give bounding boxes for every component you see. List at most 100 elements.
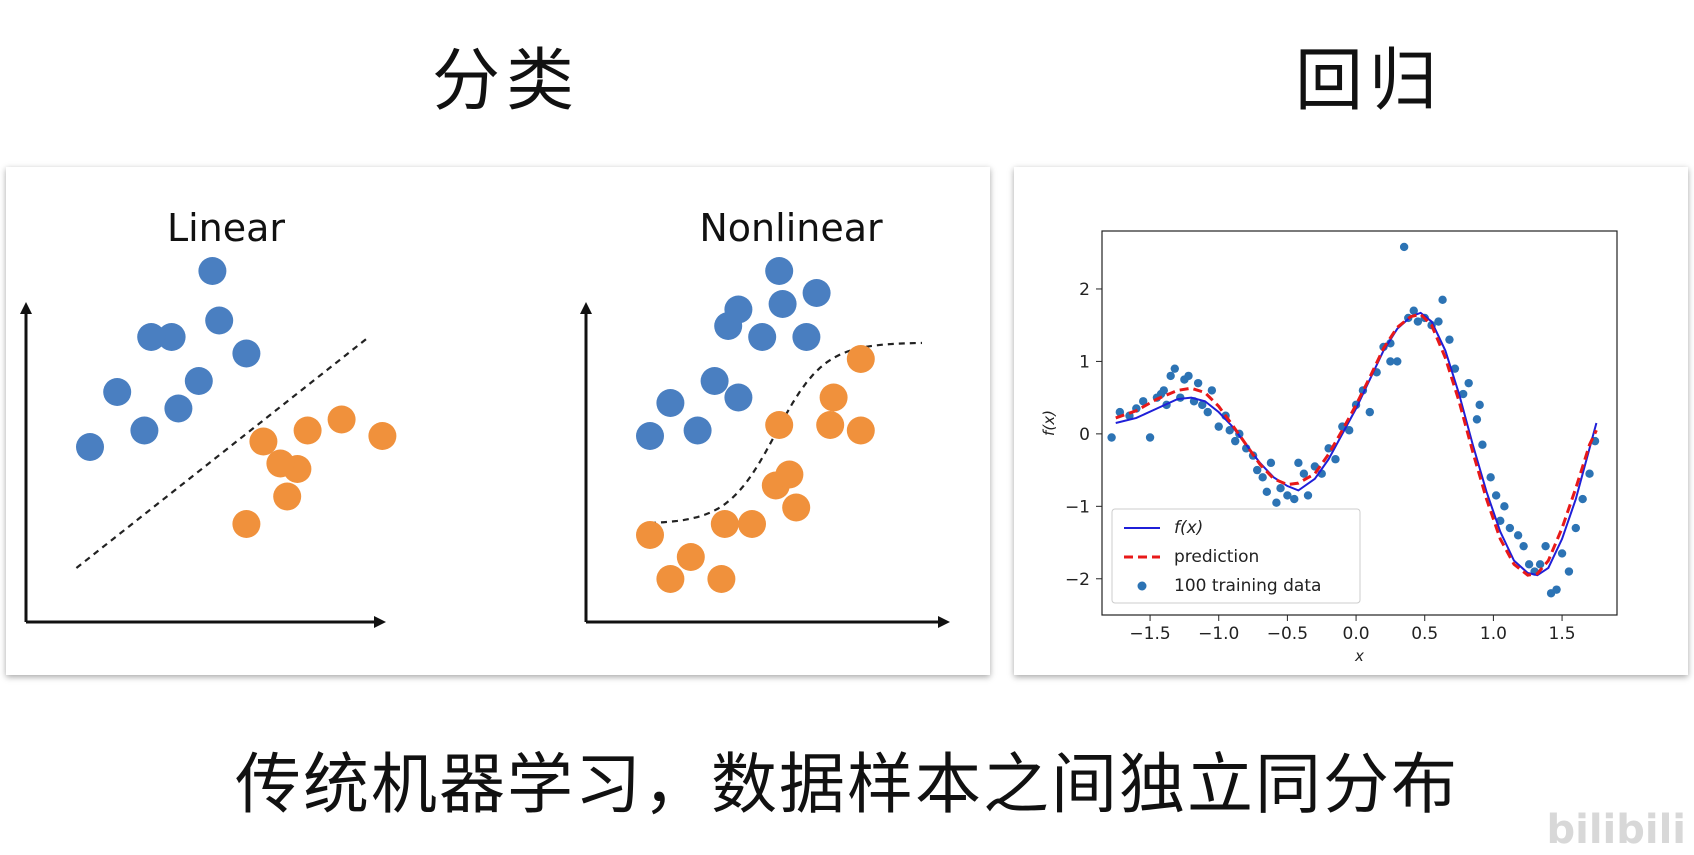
training-point (1283, 491, 1292, 500)
x-tick-label: −1.0 (1198, 624, 1239, 644)
legend-entry: f(x) (1174, 518, 1203, 538)
x-arrowhead (374, 616, 386, 628)
training-point (1303, 491, 1313, 500)
blue-point (683, 416, 712, 445)
blue-point (76, 433, 104, 461)
orange-point (368, 422, 397, 450)
y-tick-label: 1 (1079, 352, 1090, 372)
blue-point (137, 323, 166, 351)
training-point (1434, 317, 1443, 326)
y-tick-label: 2 (1079, 280, 1090, 300)
orange-point (816, 411, 845, 439)
training-point (1585, 469, 1594, 478)
training-point (1413, 317, 1423, 326)
regression-heading: 回归 (1295, 42, 1444, 121)
training-point (1198, 400, 1207, 410)
x-tick-label: −1.5 (1129, 624, 1170, 644)
training-point (1393, 357, 1402, 366)
training-point (1290, 494, 1299, 504)
training-point (1324, 444, 1333, 453)
blue-point (700, 367, 729, 395)
training-point (1207, 386, 1217, 395)
blue-point (802, 279, 831, 307)
training-point (1184, 371, 1193, 381)
blue-point (205, 306, 234, 335)
training-point (1331, 455, 1340, 464)
training-point (1524, 560, 1534, 569)
training-point (1564, 567, 1574, 576)
x-arrowhead (938, 616, 950, 628)
orange-point (327, 405, 356, 434)
regression-chart: −1.5 −1.0 −0.5 0.0 0.5 1.0 1.5 −2 −1 0 1 2 x f(x) f(x)… (1040, 230, 1618, 665)
orange-point (656, 565, 685, 593)
blue-point (130, 416, 159, 445)
training-point (1486, 473, 1495, 482)
training-point (1571, 523, 1580, 533)
training-point (1193, 378, 1203, 388)
orange-point (846, 416, 875, 445)
training-point (1445, 335, 1454, 344)
orange-point (273, 482, 302, 511)
training-point (1231, 436, 1240, 446)
blue-point (103, 378, 132, 406)
training-point (1299, 469, 1309, 478)
training-point (1345, 426, 1354, 435)
legend-box (1111, 508, 1361, 604)
decision-boundary (75, 336, 370, 569)
classification-heading: 分类 (432, 42, 581, 121)
blue-point (157, 323, 186, 351)
training-point (1166, 371, 1175, 381)
training-point (1214, 422, 1223, 431)
x-tick-label: 1.0 (1480, 624, 1507, 644)
y-axis-label: f(x) (1040, 410, 1058, 436)
training-point (1557, 549, 1567, 558)
orange-point (266, 449, 295, 478)
training-point (1478, 440, 1487, 449)
training-point (1438, 295, 1447, 305)
prediction-line (1115, 312, 1598, 577)
training-point (1475, 400, 1484, 410)
training-point (1513, 531, 1523, 540)
chart-title: Nonlinear (699, 206, 883, 250)
orange-point (707, 565, 736, 593)
blue-point (748, 323, 777, 351)
fx-line (1115, 311, 1598, 577)
orange-point (738, 510, 766, 538)
training-point (1552, 585, 1561, 594)
blue-point (198, 257, 227, 285)
training-point (1266, 458, 1276, 468)
blue-point (164, 394, 193, 423)
regression-panel: −1.5 −1.0 −0.5 0.0 0.5 1.0 1.5 −2 −1 0 1 2 x f(x) f(x)… (1014, 167, 1688, 675)
orange-point (249, 427, 278, 456)
training-point (1409, 306, 1418, 315)
training-point (1464, 378, 1473, 388)
training-point (1139, 397, 1148, 406)
training-point (1276, 484, 1285, 493)
orange-point (846, 345, 875, 373)
caption: 传统机器学习，数据样本之间独立同分布 (235, 746, 1459, 823)
x-tick-label: 0.5 (1411, 624, 1438, 644)
orange-point (782, 493, 811, 522)
y-tick-label: −1 (1065, 497, 1090, 517)
y-tick-label: −2 (1065, 570, 1090, 590)
training-point (1458, 389, 1468, 399)
training-point (1535, 560, 1545, 569)
blue-point (724, 295, 753, 324)
training-point (1170, 364, 1179, 373)
training-point (1505, 523, 1515, 533)
training-point (1225, 426, 1234, 435)
legend-entry: prediction (1174, 547, 1259, 567)
plot-area (1107, 242, 1600, 598)
orange-point (636, 521, 664, 549)
training-point (1500, 502, 1509, 511)
y-arrowhead (20, 302, 32, 314)
training-point (1365, 407, 1374, 417)
x-axis-label: x (1354, 647, 1364, 665)
chart-title: Linear (167, 206, 285, 250)
training-point (1519, 541, 1528, 551)
training-point (1491, 491, 1501, 500)
training-point (1272, 498, 1281, 507)
training-point (1203, 407, 1212, 417)
orange-point (293, 416, 322, 445)
training-point (1294, 458, 1303, 468)
